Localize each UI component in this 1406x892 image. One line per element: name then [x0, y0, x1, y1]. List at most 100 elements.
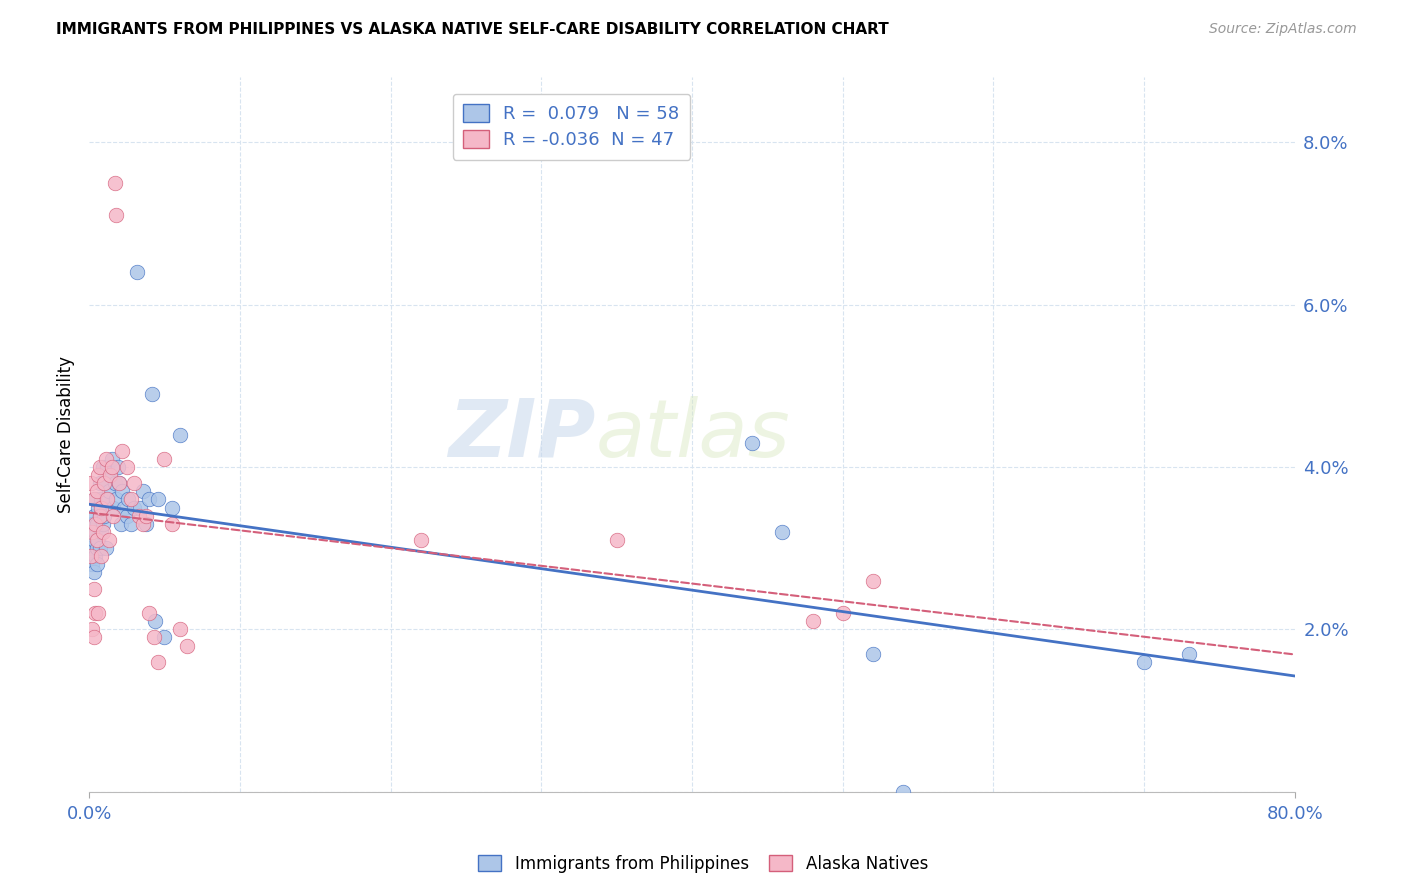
Point	[409, 533, 432, 547]
Point	[93, 508, 115, 523]
Point	[100, 460, 122, 475]
Point	[83, 492, 105, 507]
Point	[86, 516, 108, 531]
Point	[97, 533, 120, 547]
Point	[87, 500, 110, 515]
Point	[86, 558, 108, 572]
Point	[120, 516, 142, 531]
Point	[80, 622, 103, 636]
Point	[132, 484, 155, 499]
Point	[87, 468, 110, 483]
Point	[117, 492, 139, 507]
Point	[98, 468, 121, 483]
Point	[169, 427, 191, 442]
Point	[128, 508, 150, 523]
Point	[135, 508, 157, 523]
Point	[80, 516, 103, 531]
Point	[112, 500, 135, 515]
Point	[160, 500, 183, 515]
Point	[103, 500, 125, 515]
Point	[145, 614, 167, 628]
Point	[160, 516, 183, 531]
Text: atlas: atlas	[596, 395, 790, 474]
Y-axis label: Self-Care Disability: Self-Care Disability	[58, 356, 75, 513]
Point	[83, 582, 105, 596]
Point	[1133, 655, 1156, 669]
Text: ZIP: ZIP	[449, 395, 596, 474]
Point	[90, 500, 112, 515]
Point	[90, 492, 112, 507]
Point	[124, 476, 146, 491]
Point	[127, 265, 149, 279]
Point	[89, 508, 111, 523]
Point	[84, 524, 107, 539]
Point	[89, 476, 111, 491]
Point	[83, 566, 105, 580]
Point	[862, 647, 884, 661]
Text: IMMIGRANTS FROM PHILIPPINES VS ALASKA NATIVE SELF-CARE DISABILITY CORRELATION CH: IMMIGRANTS FROM PHILIPPINES VS ALASKA NA…	[56, 22, 889, 37]
Point	[84, 516, 107, 531]
Point	[115, 508, 138, 523]
Point	[1178, 647, 1201, 661]
Point	[84, 606, 107, 620]
Point	[153, 451, 176, 466]
Point	[148, 655, 170, 669]
Point	[105, 208, 128, 222]
Point	[86, 541, 108, 555]
Point	[96, 460, 118, 475]
Point	[89, 541, 111, 555]
Point	[108, 476, 131, 491]
Point	[98, 468, 121, 483]
Point	[138, 492, 160, 507]
Legend: R =  0.079   N = 58, R = -0.036  N = 47: R = 0.079 N = 58, R = -0.036 N = 47	[453, 94, 690, 160]
Point	[110, 516, 132, 531]
Point	[104, 176, 127, 190]
Point	[86, 533, 108, 547]
Point	[142, 631, 165, 645]
Point	[86, 484, 108, 499]
Point	[93, 476, 115, 491]
Point	[90, 549, 112, 564]
Point	[103, 508, 125, 523]
Point	[79, 476, 101, 491]
Text: Source: ZipAtlas.com: Source: ZipAtlas.com	[1209, 22, 1357, 37]
Point	[801, 614, 824, 628]
Point	[87, 533, 110, 547]
Point	[91, 516, 114, 531]
Point	[90, 524, 112, 539]
Point	[135, 516, 157, 531]
Point	[741, 435, 763, 450]
Legend: Immigrants from Philippines, Alaska Natives: Immigrants from Philippines, Alaska Nati…	[471, 848, 935, 880]
Point	[83, 508, 105, 523]
Point	[115, 460, 138, 475]
Point	[606, 533, 628, 547]
Point	[176, 639, 198, 653]
Point	[79, 541, 101, 555]
Point	[87, 606, 110, 620]
Point	[94, 492, 117, 507]
Point	[84, 549, 107, 564]
Point	[91, 460, 114, 475]
Point	[83, 631, 105, 645]
Point	[80, 558, 103, 572]
Point	[831, 606, 853, 620]
Point	[138, 606, 160, 620]
Point	[91, 524, 114, 539]
Point	[89, 460, 111, 475]
Point	[105, 492, 128, 507]
Point	[862, 574, 884, 588]
Point	[96, 492, 118, 507]
Point	[129, 500, 152, 515]
Point	[108, 476, 131, 491]
Point	[100, 451, 122, 466]
Point	[111, 443, 134, 458]
Point	[153, 631, 176, 645]
Point	[891, 784, 914, 798]
Point	[169, 622, 191, 636]
Point	[94, 541, 117, 555]
Point	[124, 500, 146, 515]
Point	[84, 492, 107, 507]
Point	[89, 508, 111, 523]
Point	[80, 524, 103, 539]
Point	[97, 484, 120, 499]
